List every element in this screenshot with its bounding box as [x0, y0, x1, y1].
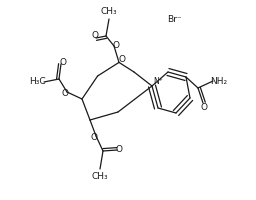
- Text: O: O: [118, 55, 125, 64]
- Text: O: O: [59, 58, 67, 67]
- Text: O: O: [91, 31, 99, 40]
- Text: CH₃: CH₃: [101, 7, 117, 16]
- Text: N⁺: N⁺: [153, 77, 163, 86]
- Text: O: O: [61, 89, 69, 98]
- Text: O: O: [200, 104, 208, 112]
- Text: O: O: [113, 40, 120, 49]
- Text: O: O: [90, 133, 97, 142]
- Text: H₃C: H₃C: [29, 77, 45, 86]
- Text: O: O: [115, 146, 123, 154]
- Text: NH₂: NH₂: [210, 76, 227, 86]
- Text: CH₃: CH₃: [92, 172, 108, 181]
- Text: Br⁻: Br⁻: [167, 16, 181, 24]
